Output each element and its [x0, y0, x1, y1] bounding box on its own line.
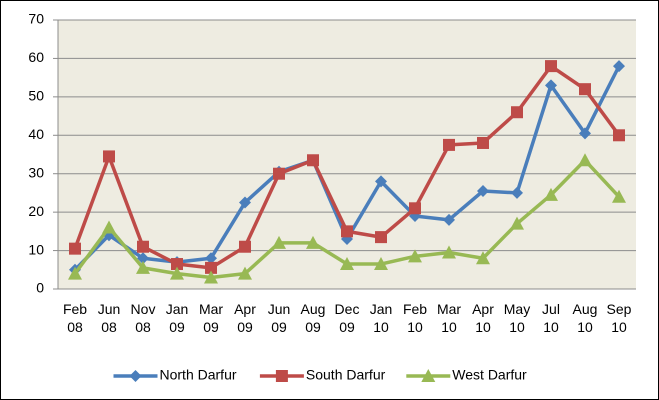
legend-label: South Darfur [306, 367, 386, 383]
x-tick-label: Apr 10 [472, 301, 494, 335]
marker [170, 266, 184, 280]
y-tick-label: 60 [28, 49, 44, 65]
marker [409, 202, 421, 215]
marker [374, 257, 388, 271]
legend-label: North Darfur [160, 367, 237, 383]
marker [510, 216, 524, 230]
marker [511, 106, 523, 119]
marker [579, 127, 591, 140]
marker [136, 260, 150, 274]
marker [171, 258, 183, 271]
marker [137, 240, 149, 253]
marker [375, 175, 387, 188]
marker [205, 261, 217, 274]
x-tick-label: Apr 09 [234, 301, 256, 335]
marker [477, 185, 489, 198]
x-tick-label: Jun 09 [267, 301, 291, 335]
marker [476, 251, 490, 265]
x-tick-label: May 10 [503, 301, 531, 335]
marker [408, 249, 422, 263]
marker [137, 252, 149, 265]
y-tick-label: 50 [28, 88, 44, 104]
y-tick-label: 20 [28, 203, 44, 219]
marker [273, 167, 285, 180]
marker [272, 235, 286, 249]
marker [579, 83, 591, 96]
x-tick-label: Jan 09 [165, 301, 189, 335]
marker [613, 129, 625, 142]
legend-marker [421, 369, 436, 382]
marker [612, 189, 626, 203]
marker [238, 266, 252, 280]
marker [69, 242, 81, 255]
x-tick-label: Dec 09 [334, 301, 360, 335]
marker [205, 252, 217, 265]
marker [511, 186, 523, 199]
x-tick-label: Jul 10 [542, 301, 560, 335]
x-tick-label: Mar 10 [436, 301, 462, 335]
marker [545, 60, 557, 73]
legend-label: West Darfur [452, 367, 527, 383]
x-tick-label: Feb 08 [62, 301, 88, 335]
y-tick-label: 70 [28, 11, 44, 27]
marker [341, 225, 353, 238]
marker [204, 270, 218, 284]
x-tick-label: Aug 09 [300, 301, 326, 335]
marker [443, 213, 455, 226]
marker [306, 235, 320, 249]
marker [442, 245, 456, 259]
marker [307, 154, 319, 167]
x-tick-label: Jun 08 [97, 301, 121, 335]
x-tick-label: Jan 10 [369, 301, 393, 335]
x-tick-label: Feb 10 [402, 301, 428, 335]
x-tick-label: Aug 10 [572, 301, 598, 335]
marker [68, 266, 82, 280]
marker [102, 220, 116, 234]
marker [375, 231, 387, 244]
marker [443, 138, 455, 151]
x-tick-label: Sep 10 [606, 301, 632, 335]
marker [578, 153, 592, 167]
legend-marker [129, 370, 142, 382]
marker [613, 60, 625, 73]
y-tick-label: 30 [28, 164, 44, 180]
x-tick-label: Mar 09 [198, 301, 224, 335]
marker [544, 187, 558, 201]
x-tick-label: Nov 08 [130, 301, 156, 335]
marker [340, 257, 354, 271]
y-tick-label: 40 [28, 126, 44, 142]
marker [545, 79, 557, 92]
marker [239, 196, 251, 209]
legend-marker [275, 370, 288, 382]
marker [239, 240, 251, 253]
y-tick-label: 0 [36, 280, 44, 296]
marker [477, 136, 489, 149]
y-tick-label: 10 [28, 241, 44, 257]
marker [103, 150, 115, 163]
